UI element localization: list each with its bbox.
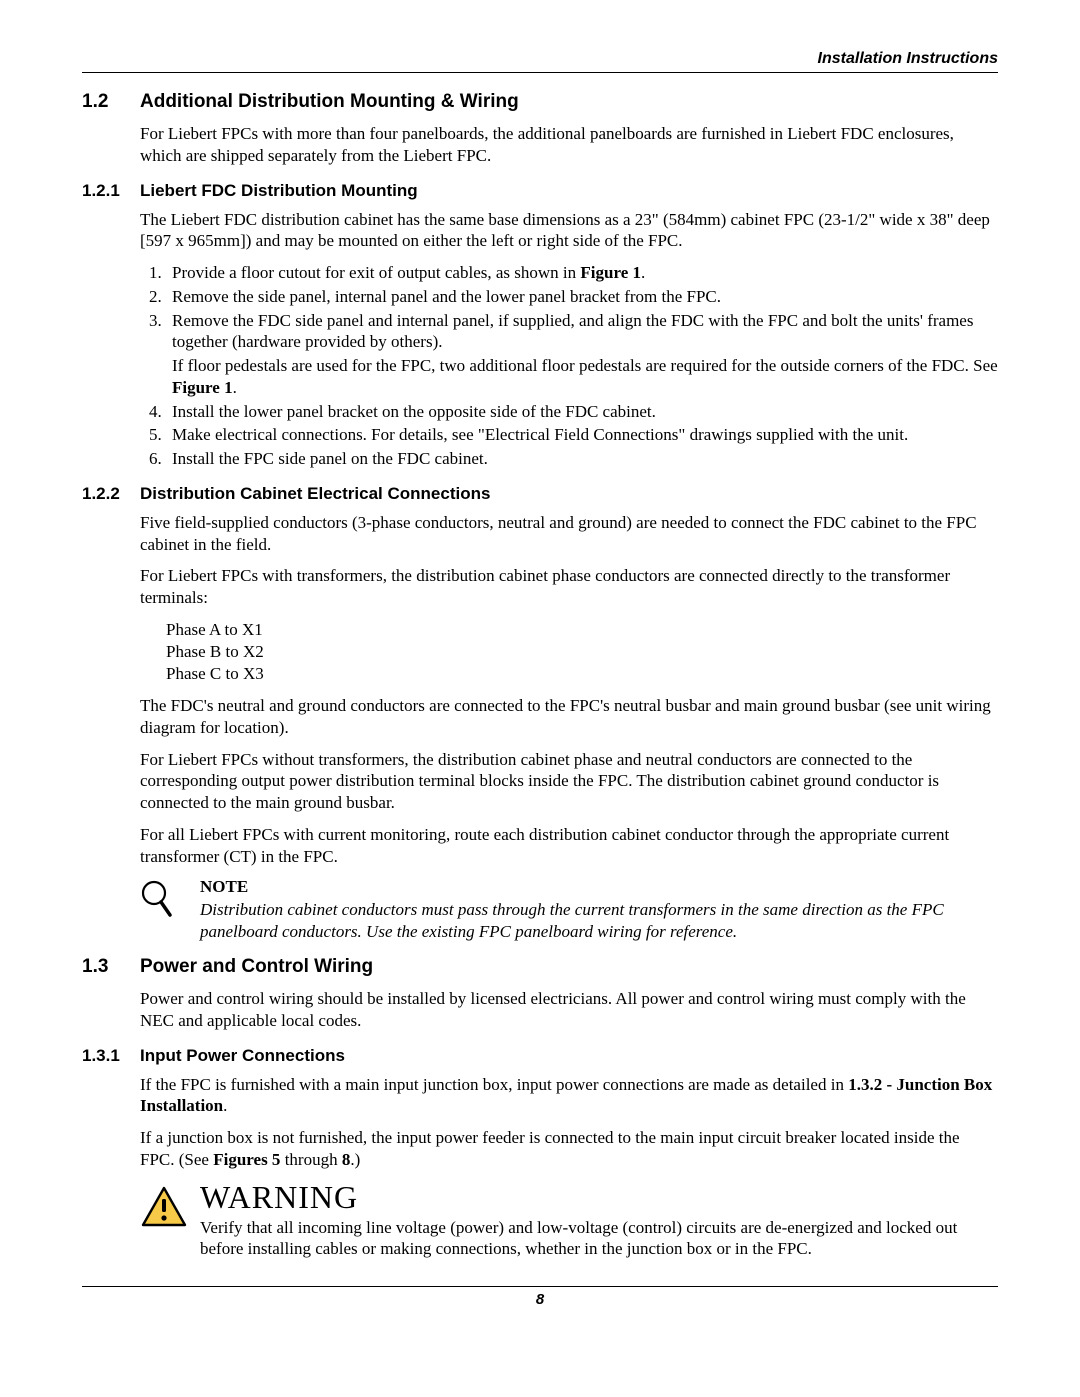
page-number: 8 (82, 1291, 998, 1308)
step-extra: If floor pedestals are used for the FPC,… (172, 356, 998, 375)
figure-ref: Figure 1 (580, 263, 641, 282)
heading-1-2: 1.2 Additional Distribution Mounting & W… (82, 91, 998, 113)
heading-number: 1.2.1 (82, 181, 140, 201)
para: The FDC's neutral and ground conductors … (140, 695, 998, 739)
running-header: Installation Instructions (82, 50, 998, 68)
note-body: Distribution cabinet conductors must pas… (200, 899, 998, 942)
heading-title: Input Power Connections (140, 1046, 345, 1066)
text: If the FPC is furnished with a main inpu… (140, 1075, 848, 1094)
para: If the FPC is furnished with a main inpu… (140, 1074, 998, 1118)
para: For Liebert FPCs without transformers, t… (140, 749, 998, 814)
para: For Liebert FPCs with transformers, the … (140, 565, 998, 609)
list-item: Remove the side panel, internal panel an… (166, 286, 998, 308)
note-block: NOTE Distribution cabinet conductors mus… (140, 877, 998, 942)
list-item: Remove the FDC side panel and internal p… (166, 310, 998, 399)
heading-title: Distribution Cabinet Electrical Connecti… (140, 484, 490, 504)
heading-1-2-2: 1.2.2 Distribution Cabinet Electrical Co… (82, 484, 998, 504)
heading-number: 1.3 (82, 956, 140, 978)
para-1-2-1-intro: The Liebert FDC distribution cabinet has… (140, 209, 998, 253)
warning-triangle-icon (140, 1181, 200, 1261)
figure-ref: Figures 5 (213, 1150, 280, 1169)
para-1-3-intro: Power and control wiring should be insta… (140, 988, 998, 1032)
phase-line: Phase A to X1 (166, 619, 998, 641)
figure-ref: Figure 1 (172, 378, 233, 397)
warning-text: WARNING Verify that all incoming line vo… (200, 1181, 998, 1261)
phase-line: Phase C to X3 (166, 663, 998, 685)
heading-number: 1.2 (82, 91, 140, 113)
rule-bottom (82, 1286, 998, 1287)
text: through (280, 1150, 341, 1169)
heading-1-3-1: 1.3.1 Input Power Connections (82, 1046, 998, 1066)
page: Installation Instructions 1.2 Additional… (0, 0, 1080, 1397)
heading-number: 1.2.2 (82, 484, 140, 504)
phase-line: Phase B to X2 (166, 641, 998, 663)
para: For all Liebert FPCs with current monito… (140, 824, 998, 868)
heading-title: Liebert FDC Distribution Mounting (140, 181, 418, 201)
para: If a junction box is not furnished, the … (140, 1127, 998, 1171)
heading-number: 1.3.1 (82, 1046, 140, 1066)
step-text: Remove the FDC side panel and internal p… (172, 311, 973, 352)
list-item: Install the FPC side panel on the FDC ca… (166, 448, 998, 470)
note-title: NOTE (200, 877, 998, 897)
text: .) (350, 1150, 360, 1169)
heading-title: Power and Control Wiring (140, 956, 373, 978)
list-item: Install the lower panel bracket on the o… (166, 401, 998, 423)
phase-list: Phase A to X1 Phase B to X2 Phase C to X… (166, 619, 998, 685)
note-text: NOTE Distribution cabinet conductors mus… (200, 877, 998, 942)
list-item: Provide a floor cutout for exit of outpu… (166, 262, 998, 284)
magnifier-icon (140, 877, 200, 942)
rule-top (82, 72, 998, 73)
warning-body: Verify that all incoming line voltage (p… (200, 1217, 998, 1261)
warning-title: WARNING (200, 1181, 998, 1213)
para: Five field-supplied conductors (3-phase … (140, 512, 998, 556)
steps-list: Provide a floor cutout for exit of outpu… (140, 262, 998, 470)
list-item: Make electrical connections. For details… (166, 424, 998, 446)
warning-block: WARNING Verify that all incoming line vo… (140, 1181, 998, 1261)
step-text: Provide a floor cutout for exit of outpu… (172, 263, 580, 282)
heading-title: Additional Distribution Mounting & Wirin… (140, 91, 519, 113)
para-1-2-intro: For Liebert FPCs with more than four pan… (140, 123, 998, 167)
heading-1-3: 1.3 Power and Control Wiring (82, 956, 998, 978)
heading-1-2-1: 1.2.1 Liebert FDC Distribution Mounting (82, 181, 998, 201)
